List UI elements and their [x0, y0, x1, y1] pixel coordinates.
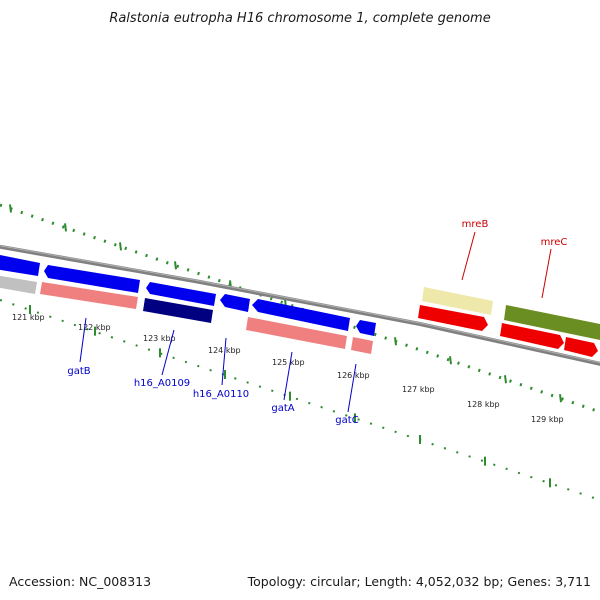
ruler-tick — [559, 394, 562, 403]
chromosome-backbone — [0, 244, 600, 366]
leader-mreb — [461, 231, 476, 281]
gene-red-right[interactable] — [564, 337, 598, 357]
gene-label-gatc[interactable]: gatC — [335, 415, 358, 426]
tick-label-121: 121 kbp — [12, 313, 45, 322]
forward-strand-genes — [0, 254, 600, 340]
ruler-tick — [394, 337, 397, 346]
gene-label-mrec[interactable]: mreC — [541, 237, 568, 248]
leader-gatc — [347, 363, 357, 413]
gene-red-mrec[interactable] — [500, 323, 564, 349]
tick-label-127: 127 kbp — [402, 385, 435, 394]
gene-blue-left-1[interactable] — [0, 254, 40, 276]
gene-yellow-mreb[interactable] — [422, 287, 493, 315]
gene-label-h16-a0110[interactable]: h16_A0110 — [193, 389, 249, 400]
gene-pink-gatb[interactable] — [40, 282, 138, 309]
tick-label-124: 124 kbp — [208, 346, 241, 355]
ruler-tick — [119, 242, 122, 251]
accession-text: Accession: NC_008313 — [9, 574, 151, 589]
leader-mrec — [541, 248, 552, 299]
gene-blue-gata[interactable] — [252, 299, 350, 331]
gene-label-h16-a0109[interactable]: h16_A0109 — [134, 378, 190, 389]
gene-blue-h16-a0109[interactable] — [146, 282, 216, 306]
gene-olive-mrec[interactable] — [504, 305, 600, 340]
leader-h16-a0110 — [221, 337, 227, 386]
ruler-tick — [9, 204, 12, 213]
leader-gata — [283, 351, 293, 401]
tick-label-128: 128 kbp — [467, 400, 500, 409]
gene-navy-h16-a0109[interactable] — [143, 298, 213, 323]
gene-labels: gatB h16_A0109 h16_A0110 gatA gatC mreB … — [67, 219, 567, 426]
gene-blue-left-2[interactable] — [44, 265, 140, 293]
tick-label-125: 125 kbp — [272, 358, 305, 367]
ruler-tick — [504, 375, 507, 384]
tick-label-126: 126 kbp — [337, 371, 370, 380]
leader-gatb — [79, 317, 87, 363]
map-title: Ralstonia eutropha H16 chromosome 1, com… — [109, 11, 490, 26]
inner-scale-line — [0, 299, 600, 501]
ruler-tick — [449, 356, 452, 365]
scale-dotted-line — [0, 299, 600, 501]
gene-label-gata[interactable]: gatA — [271, 403, 294, 414]
ruler-dotted-line — [0, 203, 600, 414]
gene-blue-h16-a0110[interactable] — [220, 294, 250, 312]
backbone-line — [0, 244, 600, 366]
gene-label-gatb[interactable]: gatB — [67, 366, 90, 377]
gene-pink-gata[interactable] — [246, 317, 347, 349]
gene-pink-gatc[interactable] — [351, 337, 373, 354]
gene-blue-gatc[interactable] — [356, 320, 376, 336]
gene-label-leaders — [79, 231, 552, 413]
tick-label-129: 129 kbp — [531, 415, 564, 424]
backbone-highlight — [0, 245, 600, 364]
scale-tick-labels: 121 kbp 122 kbp 123 kbp 124 kbp 125 kbp … — [12, 313, 564, 424]
ruler-tick — [64, 223, 67, 232]
genome-summary-text: Topology: circular; Length: 4,052,032 bp… — [247, 574, 591, 589]
gene-gray-left[interactable] — [0, 275, 37, 294]
gene-red-mreb[interactable] — [418, 305, 488, 331]
tick-label-123: 123 kbp — [143, 334, 176, 343]
leader-h16-a0109 — [161, 329, 175, 376]
tick-label-122: 122 kbp — [78, 323, 111, 332]
reverse-strand-genes — [0, 275, 598, 357]
ruler-tick — [174, 261, 177, 270]
gene-label-mreb[interactable]: mreB — [462, 219, 489, 230]
